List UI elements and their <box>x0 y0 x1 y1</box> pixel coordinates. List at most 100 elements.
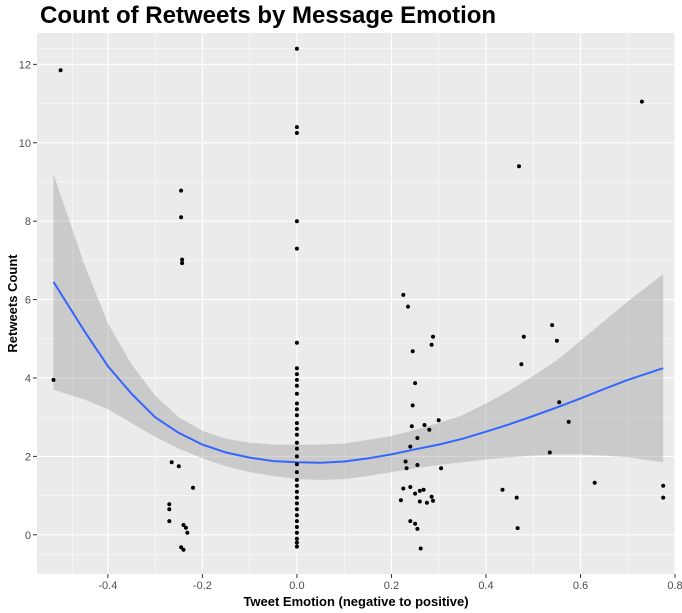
data-point <box>294 454 299 459</box>
data-point <box>294 125 299 130</box>
data-point <box>294 407 299 412</box>
x-tick-label: 0.0 <box>289 580 304 592</box>
data-point <box>294 489 299 494</box>
data-point <box>566 419 571 424</box>
data-point <box>519 362 524 367</box>
data-point <box>294 540 299 545</box>
data-point <box>409 424 414 429</box>
data-point <box>413 521 418 526</box>
x-tick-label: -0.2 <box>193 580 212 592</box>
gridlines <box>37 33 676 574</box>
data-point <box>294 391 299 396</box>
x-axis-title: Tweet Emotion (negative to positive) <box>243 594 468 609</box>
data-point <box>294 426 299 431</box>
data-point <box>294 513 299 518</box>
data-point <box>417 488 422 493</box>
data-point <box>294 246 299 251</box>
data-point <box>167 519 172 524</box>
data-point <box>514 495 519 500</box>
data-point <box>294 131 299 135</box>
y-tick-label: 2 <box>25 451 31 463</box>
data-point <box>406 304 410 309</box>
data-point <box>294 46 299 51</box>
data-point <box>169 460 174 465</box>
data-points <box>51 46 666 552</box>
data-point <box>294 366 299 371</box>
data-point <box>408 444 413 449</box>
data-point <box>185 530 190 535</box>
data-point <box>294 544 299 549</box>
data-point <box>179 188 184 193</box>
data-point <box>183 525 188 530</box>
data-point <box>294 507 299 512</box>
data-point <box>180 261 185 266</box>
data-point <box>294 401 299 406</box>
data-point <box>294 440 299 445</box>
data-point <box>429 342 434 347</box>
data-point <box>521 334 526 339</box>
data-point <box>431 498 435 503</box>
data-point <box>294 470 299 475</box>
x-tick-label: -0.4 <box>98 580 117 592</box>
data-point <box>180 257 185 262</box>
data-point <box>415 526 420 531</box>
x-tick-label: 0.8 <box>667 580 682 592</box>
data-point <box>294 462 299 467</box>
data-point <box>421 487 426 492</box>
confidence-band <box>53 174 664 480</box>
data-point <box>661 495 666 500</box>
data-point <box>294 340 299 345</box>
data-point <box>294 432 299 437</box>
data-point <box>398 498 403 503</box>
data-point <box>410 349 415 354</box>
data-point <box>550 323 555 328</box>
data-point <box>294 530 299 535</box>
data-point <box>427 427 432 432</box>
data-point <box>294 377 299 382</box>
y-tick-label: 12 <box>19 59 31 71</box>
data-point <box>404 466 409 471</box>
data-point <box>401 292 406 297</box>
data-point <box>294 421 299 426</box>
data-point <box>294 477 299 482</box>
y-tick-label: 10 <box>19 138 31 150</box>
y-axis-ticks: 0 2 4 6 8 10 12 <box>19 59 37 542</box>
data-point <box>500 487 505 492</box>
data-point <box>413 381 418 386</box>
plot-panel <box>37 33 675 574</box>
data-point <box>58 68 63 73</box>
data-point <box>408 519 413 524</box>
data-point <box>415 436 420 440</box>
data-point <box>294 519 299 524</box>
data-point <box>294 495 299 500</box>
data-point <box>436 418 441 423</box>
data-point <box>294 219 299 224</box>
y-axis-title: Retweets Count <box>5 254 20 353</box>
data-point <box>294 525 299 529</box>
data-point <box>517 164 521 169</box>
data-point <box>557 400 562 405</box>
x-axis-ticks: -0.4 -0.2 0.0 0.2 0.4 0.6 0.8 <box>98 574 682 592</box>
x-tick-label: 0.6 <box>573 580 588 592</box>
data-point <box>413 491 418 496</box>
data-point <box>515 526 520 531</box>
data-point <box>431 334 435 339</box>
data-point <box>418 546 423 551</box>
data-point <box>554 338 559 343</box>
data-point <box>179 215 184 220</box>
data-point <box>439 466 444 471</box>
data-point <box>294 483 299 488</box>
data-point <box>422 423 427 427</box>
data-point <box>410 403 415 408</box>
data-point <box>401 486 406 491</box>
data-point <box>294 536 299 541</box>
data-point <box>661 483 666 488</box>
x-tick-label: 0.4 <box>478 580 493 592</box>
data-point <box>191 485 195 490</box>
y-tick-label: 8 <box>25 216 31 228</box>
data-point <box>408 485 413 489</box>
data-point <box>181 523 186 527</box>
y-tick-label: 0 <box>25 530 31 542</box>
data-point <box>294 446 299 451</box>
